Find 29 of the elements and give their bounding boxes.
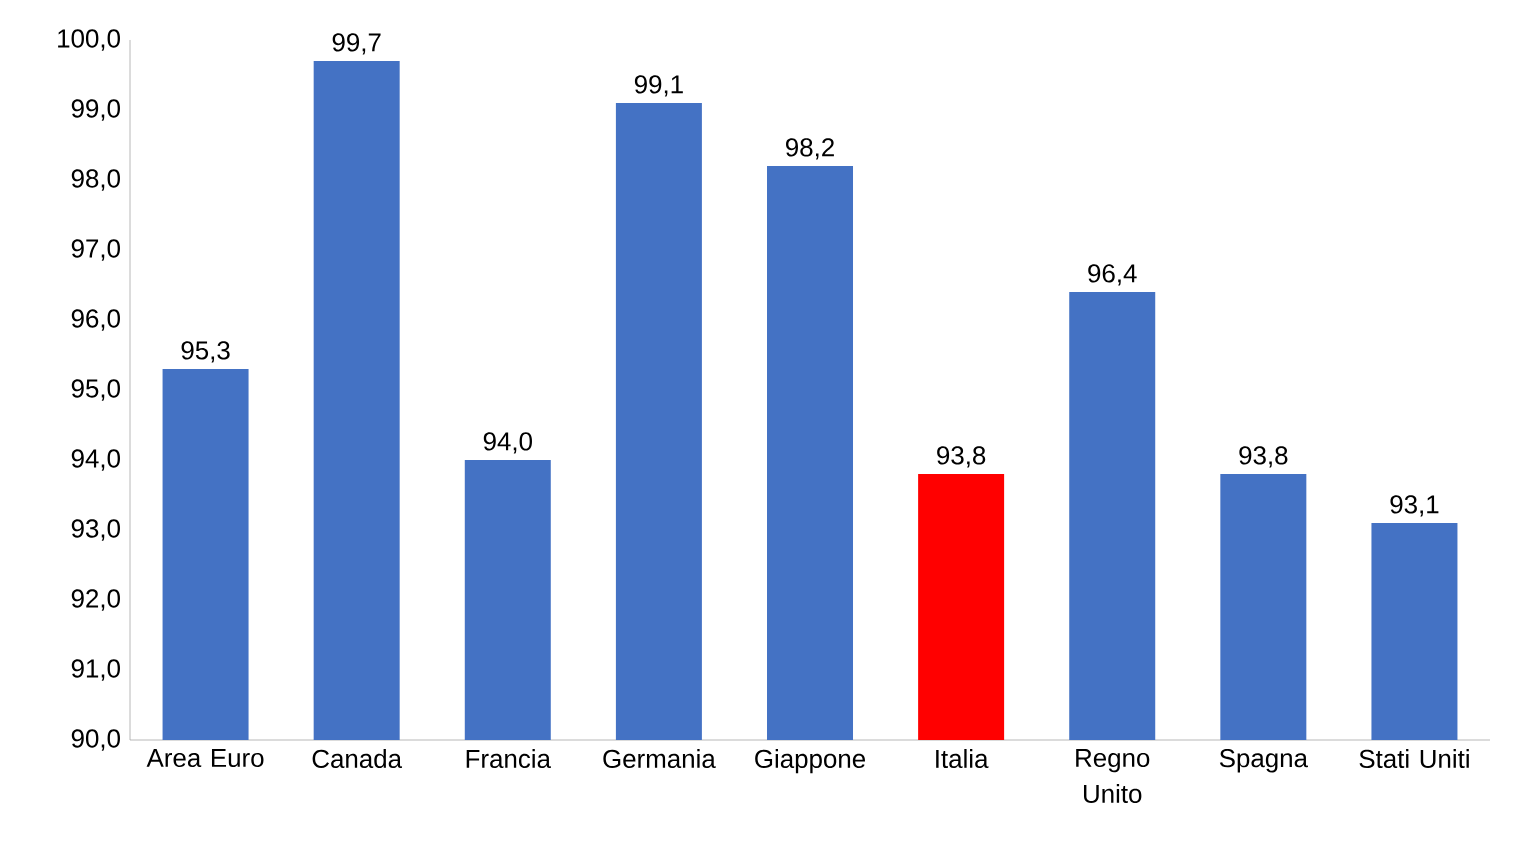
data-label: 94,0 <box>483 432 532 454</box>
data-label: 98,2 <box>786 138 834 160</box>
data-label: 93,8 <box>937 446 986 468</box>
y-tick-label: 92,0 <box>71 589 120 611</box>
y-tick-label: 98,0 <box>71 169 120 191</box>
x-tick-label: Italia <box>936 749 989 769</box>
x-tick-label: Regno Unito <box>1076 749 1150 803</box>
x-tick-label: Giappone <box>755 749 865 774</box>
y-tick-label: 97,0 <box>71 239 120 261</box>
x-tick-label: Spagna <box>1219 749 1308 773</box>
y-tick-label: 96,0 <box>71 309 120 331</box>
x-tick-label: Francia <box>466 749 551 769</box>
data-label: 99,7 <box>332 33 381 55</box>
data-label: 93,8 <box>1239 446 1288 468</box>
data-label: 95,3 <box>181 341 230 363</box>
x-tick-label: Germania <box>603 749 716 769</box>
data-label: 99,1 <box>634 75 683 97</box>
data-label: 96,4 <box>1088 264 1137 286</box>
y-tick-label: 93,0 <box>71 519 120 541</box>
x-tick-label: Area Euro <box>146 749 264 768</box>
y-tick-label: 90,0 <box>71 729 120 751</box>
y-tick-label: 100,0 <box>58 29 120 51</box>
x-tick-label: Canada <box>312 749 403 769</box>
y-tick-label: 99,0 <box>71 99 120 121</box>
data-label: 93,1 <box>1390 495 1439 517</box>
y-tick-label: 91,0 <box>71 659 120 681</box>
y-tick-label: 95,0 <box>71 379 120 401</box>
y-tick-label: 94,0 <box>71 449 120 471</box>
x-tick-label: Stati Uniti <box>1359 749 1469 769</box>
